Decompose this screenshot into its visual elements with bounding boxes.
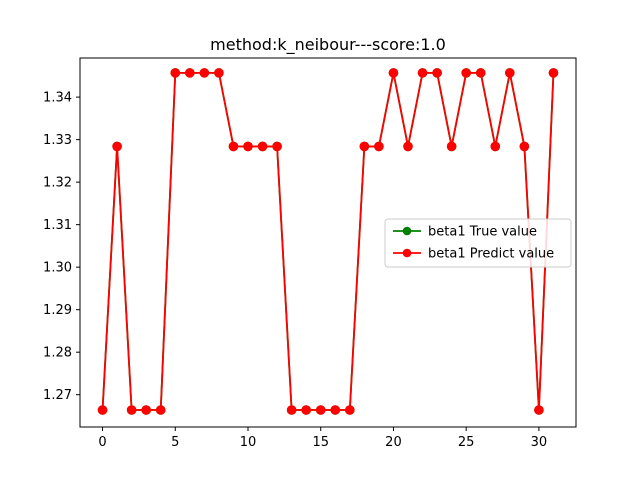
data-point [417,68,428,78]
data-point [388,68,399,78]
legend-box [384,218,572,268]
data-point [257,141,268,152]
x-tick-label: 0 [98,435,106,450]
legend-marker-2 [402,248,412,258]
data-point [505,68,515,78]
y-tick-label: 1.32 [43,176,72,191]
data-point [374,141,384,152]
data-point [112,141,122,152]
legend-label-2: beta1 Predict value [428,247,554,262]
x-tick-label: 20 [385,435,402,450]
axes-frame [79,57,577,428]
data-point [199,68,210,78]
data-point [155,405,166,415]
data-point [519,141,530,152]
data-point [214,68,224,78]
data-point [403,141,413,152]
data-point [534,405,544,415]
data-point [272,141,282,152]
legend-marker-1 [402,226,412,236]
data-point [243,141,253,152]
y-tick-label: 1.27 [43,388,72,403]
x-tick-label: 5 [171,435,179,450]
data-point [97,405,108,415]
data-point [185,68,195,78]
x-tick-label: 25 [458,435,475,450]
data-point [228,141,239,152]
data-point [301,405,311,415]
legend-label-1: beta1 True value [428,225,537,240]
x-tick-label: 30 [531,435,548,450]
x-tick-label: 15 [312,435,329,450]
x-tick-label: 10 [240,435,257,450]
y-tick-label: 1.33 [43,133,72,148]
axis-layer: 0 5 10 15 20 25 30 1.27 1.28 1.29 1.30 1.31 1.32 1.33… [43,57,577,450]
chart-title: method:k_neibour---score:1.0 [210,35,446,55]
series-layer [97,68,559,415]
data-point [170,68,181,78]
data-point [548,68,559,78]
y-tick-label: 1.30 [43,261,72,276]
data-point [446,141,457,152]
data-point [141,405,151,415]
data-point [490,141,501,152]
y-tick-label: 1.31 [43,218,72,233]
data-point [315,405,326,415]
data-point [126,405,137,415]
data-point [345,405,355,415]
legend: beta1 True value beta1 Predict value [384,218,572,268]
data-point [359,141,370,152]
data-point [286,405,297,415]
y-tick-label: 1.28 [43,346,72,361]
y-tick-label: 1.29 [43,303,72,318]
data-point [461,68,471,78]
y-tick-label: 1.34 [43,91,72,106]
data-point [475,68,486,78]
data-point [432,68,442,78]
data-point [330,405,341,415]
